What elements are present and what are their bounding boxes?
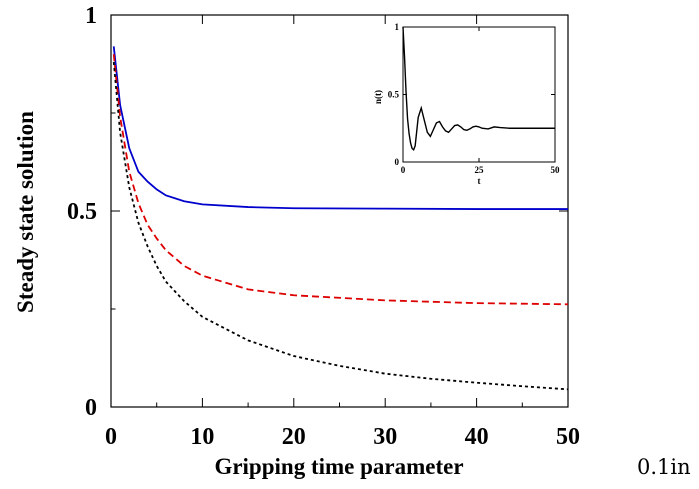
main-x-tick-label: 0 <box>105 424 117 450</box>
inset-x-tick-label: 50 <box>551 165 561 175</box>
margin-note: 0.1in <box>637 455 691 479</box>
main-series-line-3 <box>112 61 569 391</box>
inset-series-group <box>402 26 555 152</box>
inset-series-line-1 <box>402 26 555 152</box>
main-y-ticks: 00.51 <box>67 3 568 421</box>
main-series-line-1 <box>112 46 568 210</box>
main-x-tick-label: 10 <box>190 424 214 450</box>
inset-y-axis-title: n(t) <box>373 90 383 104</box>
main-x-tick-label: 50 <box>556 424 580 450</box>
main-x-tick-label: 20 <box>282 424 306 450</box>
inset-x-tick-label: 25 <box>475 165 485 175</box>
inset-y-ticks: 00.51 <box>388 22 555 167</box>
main-x-ticks: 0 10 20 30 40 50 <box>105 15 580 450</box>
main-x-tick-label: 30 <box>373 424 397 450</box>
inset-x-tick-label: 0 <box>401 165 406 175</box>
main-y-tick-label: 0.5 <box>67 199 97 225</box>
main-chart: 0 10 20 30 40 50 00.51 Gripping time paramete… <box>13 3 580 479</box>
inset-background <box>403 27 555 162</box>
main-y-axis-title: Steady state solution <box>13 111 38 313</box>
main-x-tick-label: 40 <box>465 424 489 450</box>
inset-y-tick-label: 1 <box>395 22 400 32</box>
inset-chart: 0 25 50 00.51 t n(t) <box>373 22 560 186</box>
inset-x-ticks: 0 25 50 <box>401 27 560 175</box>
inset-y-tick-label: 0.5 <box>388 90 400 100</box>
main-x-axis-title: Gripping time parameter <box>214 454 463 479</box>
main-y-tick-label: 0 <box>85 395 97 421</box>
main-y-tick-label: 1 <box>85 3 97 29</box>
inset-y-tick-label: 0 <box>395 157 400 167</box>
main-series-line-2 <box>112 54 569 306</box>
main-series-group <box>112 46 569 391</box>
inset-x-axis-title: t <box>478 176 481 186</box>
